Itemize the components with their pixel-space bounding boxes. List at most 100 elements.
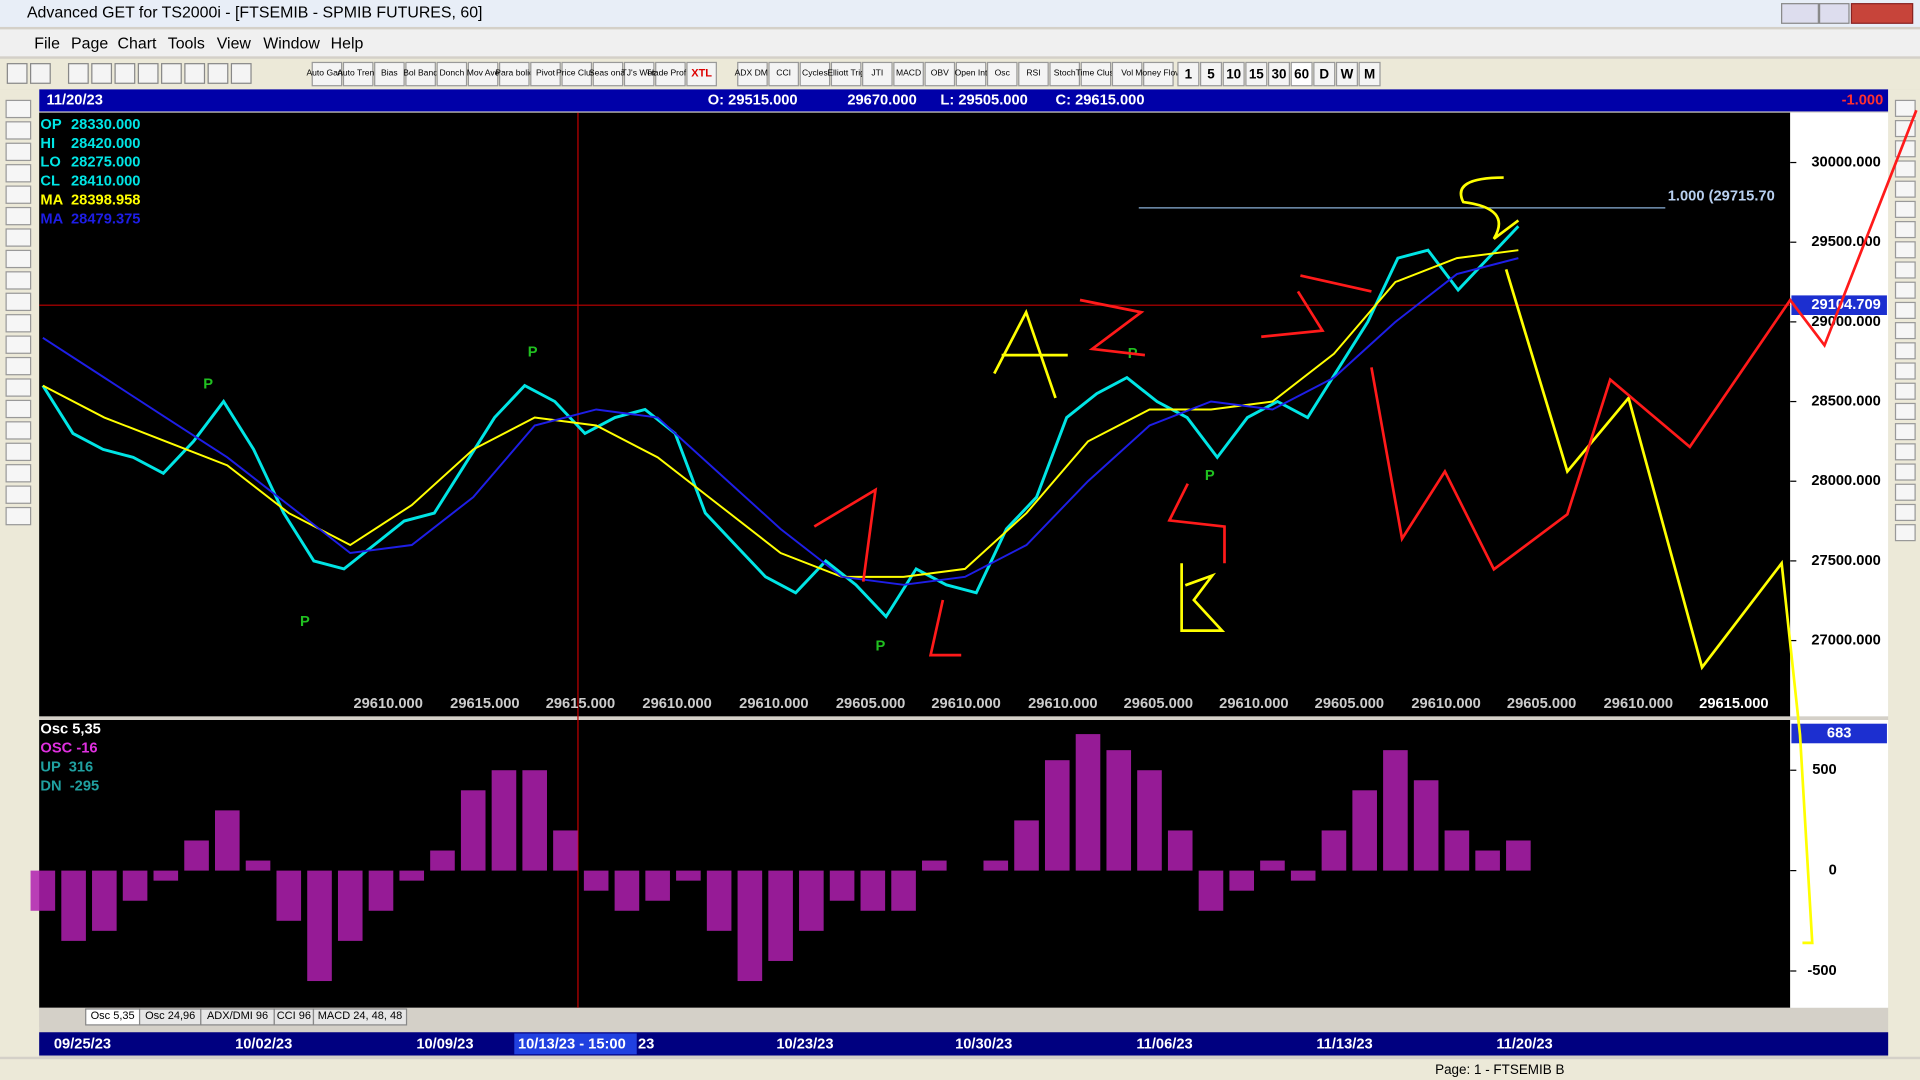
side-tool[interactable] [5,206,32,226]
side-tool[interactable] [1894,503,1916,522]
toolbar-button[interactable] [561,61,593,87]
side-tool[interactable] [5,464,32,483]
toolbar-button[interactable] [498,61,530,87]
side-tool[interactable] [1894,281,1916,299]
toolbar-button[interactable] [436,61,468,87]
timeframe-button[interactable] [1267,61,1290,87]
menu-item[interactable]: Page [71,35,108,52]
side-tool[interactable] [5,142,32,162]
tool-icon[interactable] [207,63,229,84]
side-tool[interactable] [5,356,32,376]
side-tool[interactable] [5,292,32,312]
timeframe-button[interactable] [1245,61,1268,87]
tool-icon[interactable] [184,63,206,84]
tool-icon[interactable] [161,63,182,84]
timeframe-button[interactable] [1200,61,1223,87]
toolbar-button[interactable] [830,61,862,87]
toolbar-button[interactable] [893,61,924,87]
timeframe-button[interactable] [1177,61,1200,87]
menu-item[interactable]: Help [331,35,364,52]
side-tool[interactable] [5,442,32,462]
tool-icon[interactable] [230,63,252,84]
toolbar-button[interactable] [1049,61,1080,87]
toolbar-button[interactable] [592,61,624,87]
side-tool[interactable] [5,399,32,419]
side-tool[interactable] [1894,443,1916,461]
side-tool[interactable] [5,185,32,204]
tool-icon[interactable] [91,63,113,84]
minimize[interactable] [1781,3,1819,24]
osc-tick-label: 500 [1812,762,1837,778]
toolbar-button[interactable] [737,61,768,87]
toolbar-button[interactable] [924,61,956,87]
toolbar-button[interactable] [311,61,343,87]
toolbar-button[interactable] [655,61,686,87]
side-tool[interactable] [1894,362,1916,380]
toolbar-button[interactable] [986,61,1018,87]
side-tool[interactable] [5,378,32,397]
tool-icon[interactable] [67,63,89,84]
side-tool[interactable] [1894,463,1916,481]
toolbar-button[interactable] [862,61,893,87]
side-tool[interactable] [1894,200,1916,218]
side-tool[interactable] [5,335,32,354]
side-tool[interactable] [1894,402,1916,420]
toolbar-button[interactable] [1143,61,1174,87]
menu-item[interactable]: Chart [118,35,157,52]
toolbar-button[interactable] [467,61,499,87]
side-tool[interactable] [1894,423,1916,441]
toolbar-button[interactable] [1111,61,1143,87]
toolbar-button[interactable] [1018,61,1049,87]
maximize[interactable] [1818,3,1850,24]
side-tool[interactable] [5,271,32,290]
side-tool[interactable] [1894,301,1916,319]
toolbar-button[interactable] [405,61,436,87]
side-tool[interactable] [1894,524,1916,542]
toolbar-button[interactable] [955,61,987,87]
timeframe-button[interactable] [1222,61,1245,87]
tool-icon[interactable] [6,63,28,84]
tab[interactable] [312,1008,408,1026]
tool-icon[interactable] [114,63,136,84]
side-tool[interactable] [5,421,32,440]
side-tool[interactable] [5,121,32,140]
side-tool[interactable] [5,485,32,504]
side-tool[interactable] [1894,382,1916,400]
toolbar-button[interactable] [342,61,374,87]
timeframe-button[interactable] [1313,61,1336,87]
bar-label: 29610.000 [931,696,1000,712]
timeframe-button[interactable] [1290,61,1313,87]
menu-item[interactable]: Window [263,35,320,52]
side-tool[interactable] [5,314,32,333]
side-tool[interactable] [5,249,32,269]
toolbar-button[interactable] [1080,61,1112,87]
toolbar-button[interactable] [799,61,831,87]
side-tool[interactable] [5,506,32,526]
side-tool[interactable] [5,99,32,119]
side-tool[interactable] [1894,483,1916,501]
side-tool[interactable] [1894,160,1916,178]
side-tool[interactable] [5,164,32,183]
side-tool[interactable] [1894,99,1916,117]
menu-item[interactable]: Tools [168,35,205,52]
tool-icon[interactable] [30,63,51,84]
side-tool[interactable] [1894,180,1916,198]
toolbar-button[interactable] [374,61,405,87]
tool-icon[interactable] [137,63,159,84]
side-tool[interactable] [1894,261,1916,279]
menu-item[interactable]: File [34,35,60,52]
toolbar-button[interactable] [623,61,655,87]
side-tool[interactable] [1894,322,1916,340]
timeframe-button[interactable] [1358,61,1381,87]
side-tool[interactable] [5,228,32,247]
timeframe-button[interactable] [1335,61,1358,87]
menu-item[interactable]: View [217,35,252,52]
side-tool[interactable] [1894,241,1916,259]
side-tool[interactable] [1894,221,1916,239]
osc-bar [184,840,209,871]
toolbar-button[interactable] [686,61,717,87]
toolbar-button[interactable] [530,61,561,87]
toolbar-button[interactable] [768,61,799,87]
close[interactable] [1850,3,1914,24]
side-tool[interactable] [1894,342,1916,360]
